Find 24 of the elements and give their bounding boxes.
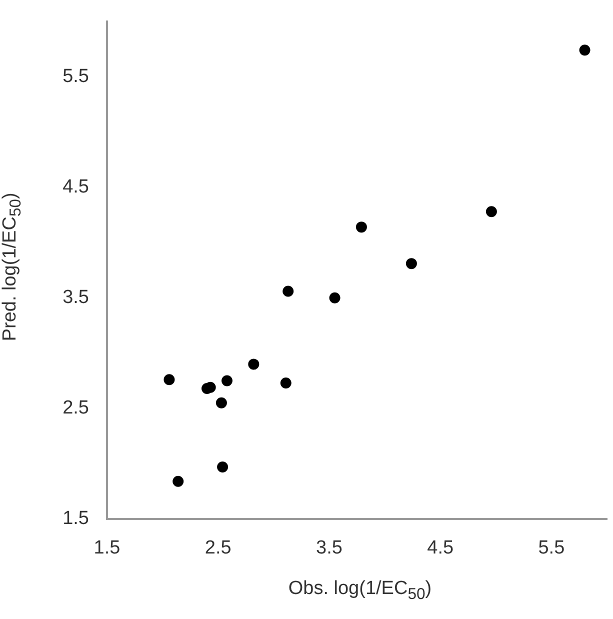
- point: [329, 292, 340, 304]
- point: [356, 222, 367, 233]
- y-tick-label: 4.5: [62, 176, 89, 198]
- point: [164, 374, 175, 386]
- x-tick-label: 5.5: [538, 538, 565, 559]
- point: [282, 286, 294, 297]
- x-tick-label: 2.5: [204, 538, 232, 559]
- x-axis-title: Obs. log(1/EC$_{50}$): [287, 578, 433, 604]
- y-tick-label: 5.5: [62, 66, 89, 87]
- point: [172, 476, 184, 487]
- y-tick-label: 1.5: [62, 508, 89, 530]
- y-tick-label: 3.5: [62, 287, 89, 308]
- x-tick-label: 4.5: [427, 538, 454, 559]
- y-tick-label: 2.5: [62, 398, 89, 419]
- point: [486, 206, 497, 218]
- point: [217, 462, 228, 473]
- point: [280, 377, 292, 388]
- x-tick-label: 1.5: [94, 538, 120, 559]
- point: [579, 44, 590, 56]
- point: [406, 258, 417, 270]
- point: [248, 358, 260, 370]
- point: [222, 375, 232, 386]
- point: [216, 397, 227, 408]
- x-tick-label: 3.5: [316, 538, 342, 559]
